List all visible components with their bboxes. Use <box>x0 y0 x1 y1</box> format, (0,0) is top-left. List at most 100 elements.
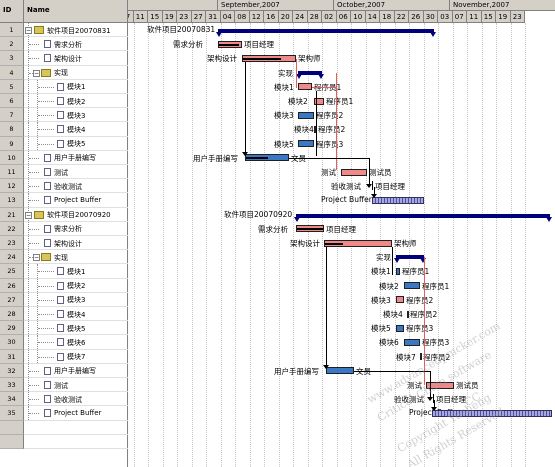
row-name-label: 模块4 <box>67 125 86 134</box>
table-row[interactable]: 23 架构设计 <box>0 236 128 251</box>
task-bar[interactable] <box>341 168 367 176</box>
milestone-marker <box>433 394 434 404</box>
row-name-cell[interactable]: 模块7 <box>24 349 128 364</box>
resource-label: 项目经理 <box>375 182 405 192</box>
task-bar[interactable] <box>298 83 312 91</box>
table-row[interactable]: 22 需求分析 <box>0 221 128 236</box>
row-name-cell[interactable]: 验收测试 <box>24 392 128 407</box>
day-header: 23 <box>177 11 192 23</box>
row-name-cell[interactable]: 模块4 <box>24 122 128 137</box>
row-name-cell[interactable]: 架构设计 <box>24 236 128 251</box>
collapse-icon[interactable]: − <box>33 69 40 77</box>
table-row[interactable]: 30 模块6 <box>0 335 128 350</box>
task-bar[interactable] <box>314 97 324 105</box>
row-name-cell[interactable]: 模块3 <box>24 108 128 123</box>
collapse-icon[interactable]: − <box>25 211 32 219</box>
task-bar[interactable] <box>396 267 400 275</box>
task-bar[interactable] <box>314 125 316 133</box>
table-row[interactable]: 25 模块1 <box>0 264 128 279</box>
row-name-cell[interactable]: 测试 <box>24 165 128 180</box>
table-row[interactable]: 3 架构设计 <box>0 51 128 66</box>
milestone-marker <box>372 181 373 191</box>
table-row[interactable]: 2 需求分析 <box>0 37 128 52</box>
table-row[interactable] <box>0 434 128 449</box>
row-name-cell[interactable]: 验收测试 <box>24 179 128 194</box>
task-bar[interactable] <box>396 324 404 332</box>
table-row[interactable]: 1− 软件项目20070831 <box>0 23 128 38</box>
row-name-cell[interactable]: 用户手册编写 <box>24 150 128 165</box>
table-row[interactable]: 5 模块1 <box>0 79 128 94</box>
table-row[interactable]: 28 模块4 <box>0 307 128 322</box>
task-bar[interactable] <box>407 310 409 318</box>
task-bar[interactable] <box>324 239 392 247</box>
row-name-cell[interactable]: Project Buffer <box>24 406 128 421</box>
row-name-cell[interactable]: 模块4 <box>24 307 128 322</box>
summary-bar[interactable] <box>394 255 426 264</box>
table-row[interactable]: 33 测试 <box>0 378 128 393</box>
row-name-cell[interactable]: − 实现 <box>24 65 128 80</box>
row-name-cell[interactable]: 模块5 <box>24 321 128 336</box>
row-name-cell[interactable]: 模块6 <box>24 335 128 350</box>
row-name-cell[interactable] <box>24 435 128 449</box>
table-row[interactable]: 12 验收测试 <box>0 179 128 194</box>
row-name-cell[interactable]: 模块2 <box>24 94 128 109</box>
table-row[interactable]: 27 模块3 <box>0 292 128 307</box>
task-bar[interactable] <box>420 353 422 361</box>
summary-bar[interactable] <box>296 70 324 79</box>
table-row[interactable]: 31 模块7 <box>0 349 128 364</box>
table-row[interactable]: 11 测试 <box>0 165 128 180</box>
table-row[interactable]: 7 模块3 <box>0 108 128 123</box>
row-name-cell[interactable] <box>24 421 128 435</box>
row-name-cell[interactable]: − 实现 <box>24 250 128 265</box>
task-bar[interactable] <box>242 54 296 62</box>
task-bar[interactable] <box>298 140 314 148</box>
table-row[interactable]: 10 用户手册编写 <box>0 150 128 165</box>
summary-bar[interactable] <box>294 213 552 222</box>
row-name-cell[interactable]: 测试 <box>24 378 128 393</box>
table-row[interactable]: 21− 软件项目20070920 <box>0 207 128 222</box>
name-column-header[interactable]: Name <box>24 0 128 23</box>
row-name-cell[interactable]: 模块1 <box>24 79 128 94</box>
id-column-header[interactable]: ID <box>0 0 24 23</box>
task-bar[interactable] <box>396 296 404 304</box>
row-name-cell[interactable]: 需求分析 <box>24 37 128 52</box>
task-bar[interactable] <box>404 338 420 346</box>
table-row[interactable]: 35 Project Buffer <box>0 406 128 421</box>
table-row[interactable]: 9 模块5 <box>0 136 128 151</box>
table-row[interactable]: 29 模块5 <box>0 321 128 336</box>
table-row[interactable]: 6 模块2 <box>0 94 128 109</box>
table-row[interactable]: 24 − 实现 <box>0 250 128 265</box>
row-name-cell[interactable]: − 软件项目20070831 <box>24 23 128 38</box>
task-bar[interactable] <box>296 225 324 233</box>
summary-bar[interactable] <box>216 29 436 37</box>
table-row[interactable]: 32 用户手册编写 <box>0 363 128 378</box>
task-bar[interactable] <box>298 111 314 119</box>
row-name-cell[interactable]: 模块2 <box>24 278 128 293</box>
row-name-cell[interactable]: 模块1 <box>24 264 128 279</box>
table-row[interactable]: 8 模块4 <box>0 122 128 137</box>
table-row[interactable]: 34 验收测试 <box>0 392 128 407</box>
collapse-icon[interactable]: − <box>33 254 40 262</box>
row-name-cell[interactable]: − 软件项目20070920 <box>24 207 128 222</box>
row-name-cell[interactable]: 架构设计 <box>24 51 128 66</box>
collapse-icon[interactable]: − <box>25 27 32 34</box>
project-buffer-bar[interactable] <box>372 196 424 204</box>
table-row[interactable]: 26 模块2 <box>0 278 128 293</box>
dependency-line <box>326 247 327 369</box>
tree-line <box>28 321 29 335</box>
task-bar[interactable] <box>404 282 420 290</box>
row-name-cell[interactable]: 模块5 <box>24 136 128 151</box>
table-row[interactable]: 13 Project Buffer <box>0 193 128 208</box>
project-buffer-bar[interactable] <box>432 409 552 417</box>
row-name-cell[interactable]: 模块3 <box>24 292 128 307</box>
row-name-cell[interactable]: 用户手册编写 <box>24 363 128 378</box>
task-bar[interactable] <box>426 381 454 389</box>
row-name-label: 需求分析 <box>54 40 82 49</box>
task-bar[interactable] <box>218 40 242 48</box>
row-name-cell[interactable]: 需求分析 <box>24 221 128 236</box>
task-bar[interactable] <box>326 367 354 375</box>
table-row[interactable] <box>0 420 128 435</box>
task-bar[interactable] <box>245 154 289 162</box>
table-row[interactable]: 4 − 实现 <box>0 65 128 80</box>
row-name-cell[interactable]: Project Buffer <box>24 193 128 208</box>
